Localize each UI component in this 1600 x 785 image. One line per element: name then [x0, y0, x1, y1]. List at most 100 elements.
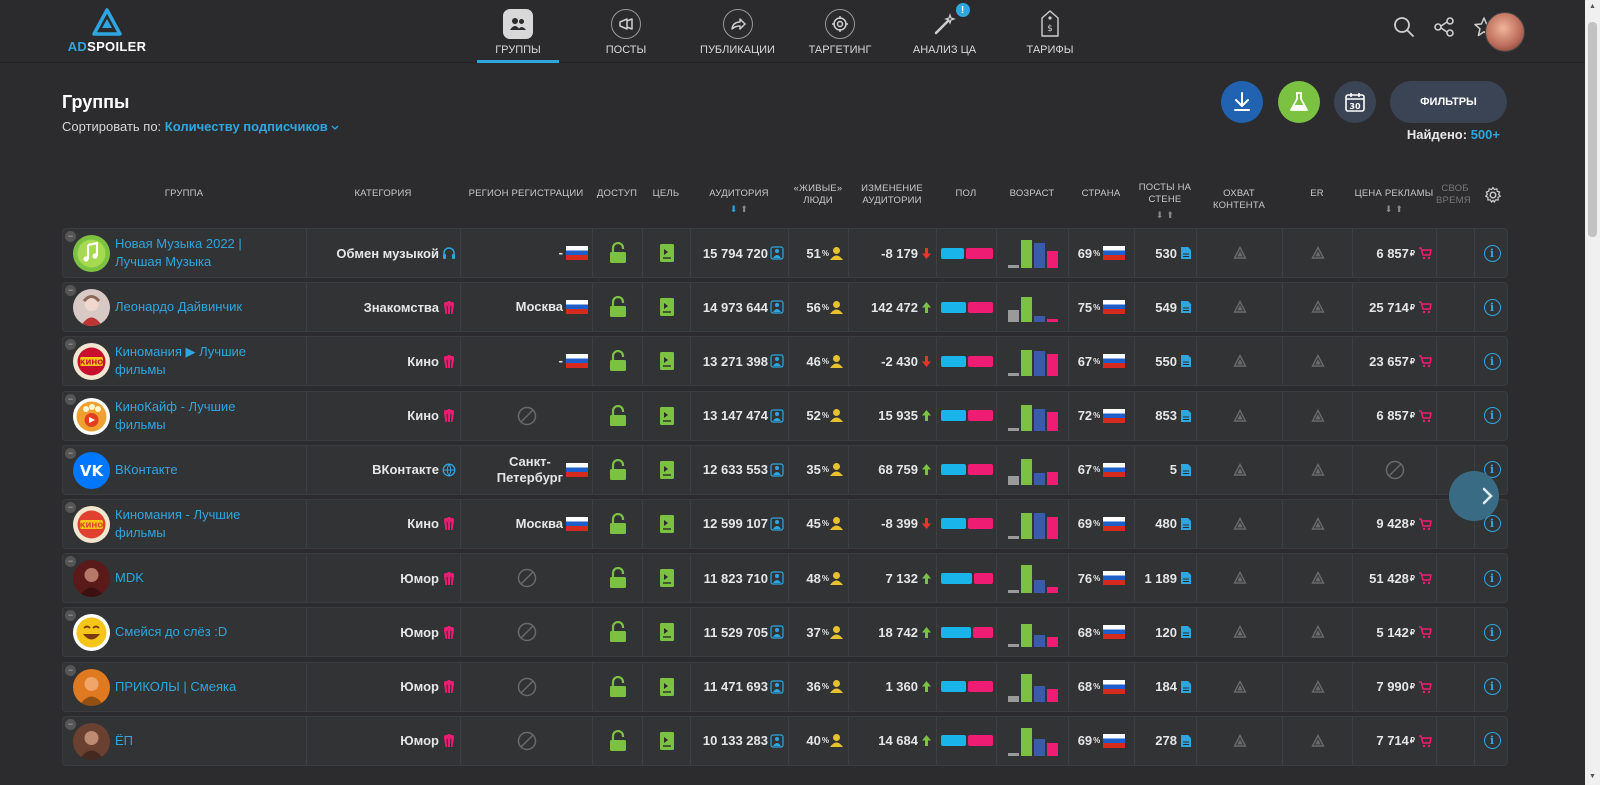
nav-tab-audience-analysis[interactable]: ! АНАЛИЗ ЦА: [907, 0, 982, 63]
age-cell[interactable]: [997, 499, 1069, 548]
info-icon[interactable]: i: [1483, 407, 1501, 425]
collapse-row-icon[interactable]: −: [65, 231, 76, 242]
col-header-sex[interactable]: ПОЛ: [955, 188, 977, 199]
period-30-button[interactable]: 30: [1334, 81, 1376, 123]
adspoiler-logo[interactable]: ADSPOILER: [62, 8, 152, 58]
table-row[interactable]: − VK ВКонтакте ВКонтакте Санкт- Петербург 12 6…: [62, 444, 1508, 495]
vertical-scrollbar[interactable]: ▲ ▼: [1585, 0, 1600, 785]
info-icon[interactable]: i: [1483, 678, 1501, 695]
age-cell[interactable]: [997, 662, 1069, 711]
user-avatar[interactable]: [1485, 12, 1525, 52]
sex-cell[interactable]: [937, 499, 997, 548]
kinomania-avatar[interactable]: КИНО: [73, 505, 110, 543]
lab-flask-button[interactable]: [1278, 81, 1320, 123]
group-name-link[interactable]: ПРИКОЛЫ | Смеяка: [115, 663, 305, 711]
group-name-link[interactable]: ВКонтакте: [115, 446, 305, 494]
col-header-goal[interactable]: ЦЕЛЬ: [652, 188, 680, 199]
group-name-link[interactable]: Новая Музыка 2022 | Лучшая Музыка: [115, 229, 305, 277]
col-header-price[interactable]: ЦЕНА РЕКЛАМЫ ⬇ ⬆: [1352, 188, 1436, 215]
nav-tab-groups[interactable]: ГРУППЫ: [477, 0, 559, 63]
col-header-change[interactable]: ИЗМЕНЕНИЕ АУДИТОРИИ: [848, 183, 936, 207]
age-cell[interactable]: [997, 716, 1069, 765]
col-header-country[interactable]: СТРАНА: [1081, 188, 1121, 199]
sex-cell[interactable]: [937, 283, 997, 332]
group-name-link[interactable]: Киномания - Лучшие фильмы: [115, 500, 305, 548]
cart-icon[interactable]: [1418, 354, 1432, 368]
info-icon[interactable]: i: [1483, 352, 1501, 370]
collapse-row-icon[interactable]: −: [65, 393, 76, 405]
cart-icon[interactable]: [1418, 734, 1432, 748]
collapse-row-icon[interactable]: −: [65, 285, 76, 297]
collapse-row-icon[interactable]: −: [65, 501, 76, 513]
col-header-audience[interactable]: АУДИТОРИЯ ⬇ ⬆: [690, 188, 788, 215]
info-icon[interactable]: i: [1483, 244, 1501, 262]
info-icon[interactable]: i: [1483, 298, 1501, 316]
vk-avatar[interactable]: VK: [73, 451, 110, 489]
scroll-up-arrow[interactable]: ▲: [1589, 3, 1596, 10]
cart-icon[interactable]: [1418, 517, 1432, 531]
scroll-down-arrow[interactable]: ▼: [1589, 773, 1596, 780]
cart-icon[interactable]: [1418, 625, 1432, 639]
age-cell[interactable]: [997, 391, 1069, 440]
age-cell[interactable]: [997, 554, 1069, 603]
nav-tab-targeting[interactable]: ТАРГЕТИНГ: [805, 0, 875, 63]
sex-cell[interactable]: [937, 662, 997, 711]
col-header-category[interactable]: КАТЕГОРИЯ: [354, 188, 412, 199]
collapse-row-icon[interactable]: −: [65, 447, 76, 459]
group-name-link[interactable]: MDK: [115, 554, 305, 602]
age-cell[interactable]: [997, 608, 1069, 657]
col-header-region[interactable]: РЕГИОН РЕГИСТРАЦИИ: [468, 188, 584, 199]
leonardo-avatar[interactable]: [73, 289, 110, 327]
table-row[interactable]: − MDK Юмор 11 823 710 48% 7 132 76% 1 189 51 428…: [62, 553, 1508, 604]
sort-arrows[interactable]: ⬇ ⬆: [729, 204, 749, 214]
col-header-live[interactable]: «ЖИВЫЕ» ЛЮДИ: [788, 183, 848, 207]
sex-cell[interactable]: [937, 337, 997, 386]
kino-avatar[interactable]: КИНО: [73, 343, 110, 381]
sex-cell[interactable]: [937, 716, 997, 765]
group-name-link[interactable]: Киномания ▶ Лучшие фильмы: [115, 337, 305, 385]
col-header-posts[interactable]: ПОСТЫ НА СТЕНЕ ⬇ ⬆: [1134, 182, 1196, 221]
info-icon[interactable]: i: [1483, 732, 1501, 750]
col-header-er[interactable]: ER: [1310, 188, 1324, 199]
smeyaka-avatar[interactable]: [73, 668, 110, 706]
collapse-row-icon[interactable]: −: [65, 610, 76, 622]
cart-icon[interactable]: [1418, 300, 1432, 314]
scroll-right-button[interactable]: [1449, 471, 1499, 521]
cart-icon[interactable]: [1418, 246, 1432, 260]
col-header-age[interactable]: ВОЗРАСТ: [1009, 188, 1055, 199]
table-row[interactable]: − Смейся до слёз :D Юмор 11 529 705 37% 18 74…: [62, 607, 1508, 658]
group-name-link[interactable]: КиноКайф - Лучшие фильмы: [115, 392, 305, 440]
sex-cell[interactable]: [937, 608, 997, 657]
col-header-access[interactable]: ДОСТУП: [596, 188, 638, 199]
download-button[interactable]: [1221, 81, 1263, 123]
col-header-reach[interactable]: ОХВАТ КОНТЕНТА: [1212, 188, 1266, 211]
group-name-link[interactable]: ЁП: [115, 717, 305, 765]
search-icon[interactable]: [1391, 14, 1417, 40]
laugh-avatar[interactable]: [73, 614, 110, 652]
filters-button[interactable]: ФИЛЬТРЫ: [1390, 81, 1507, 123]
sort-arrows[interactable]: ⬇ ⬆: [1384, 204, 1404, 214]
table-row[interactable]: − Леонардо Дайвинчик Знакомства Москва 14 97…: [62, 282, 1508, 333]
nav-tab-posts[interactable]: ПОСТЫ: [581, 0, 671, 63]
table-row[interactable]: − Новая Музыка 2022 | Лучшая Музыка Обмен м…: [62, 228, 1508, 278]
table-row[interactable]: − КиноКайф - Лучшие фильмы Кино 13 147 474 52…: [62, 390, 1508, 441]
sex-cell[interactable]: [937, 445, 997, 494]
cart-icon[interactable]: [1418, 571, 1432, 585]
info-icon[interactable]: i: [1483, 569, 1501, 587]
age-cell[interactable]: [997, 229, 1069, 277]
sex-cell[interactable]: [937, 229, 997, 277]
ep-avatar[interactable]: [73, 722, 110, 760]
collapse-row-icon[interactable]: −: [65, 556, 76, 568]
group-name-link[interactable]: Леонардо Дайвинчик: [115, 283, 305, 331]
age-cell[interactable]: [997, 337, 1069, 386]
sex-cell[interactable]: [937, 554, 997, 603]
gear-icon[interactable]: [1484, 186, 1502, 204]
sort-arrows[interactable]: ⬇ ⬆: [1155, 210, 1175, 220]
sort-dropdown[interactable]: Количеству подписчиков: [165, 119, 340, 134]
scrollbar-thumb[interactable]: [1588, 22, 1597, 237]
popcorn-avatar[interactable]: [73, 397, 110, 435]
collapse-row-icon[interactable]: −: [65, 664, 76, 676]
sex-cell[interactable]: [937, 391, 997, 440]
nav-tab-publications[interactable]: ПУБЛИКАЦИИ: [690, 0, 785, 63]
table-row[interactable]: − ЁП Юмор 10 133 283 40% 14 684 69% 278 7 714 ₽ i: [62, 715, 1508, 766]
